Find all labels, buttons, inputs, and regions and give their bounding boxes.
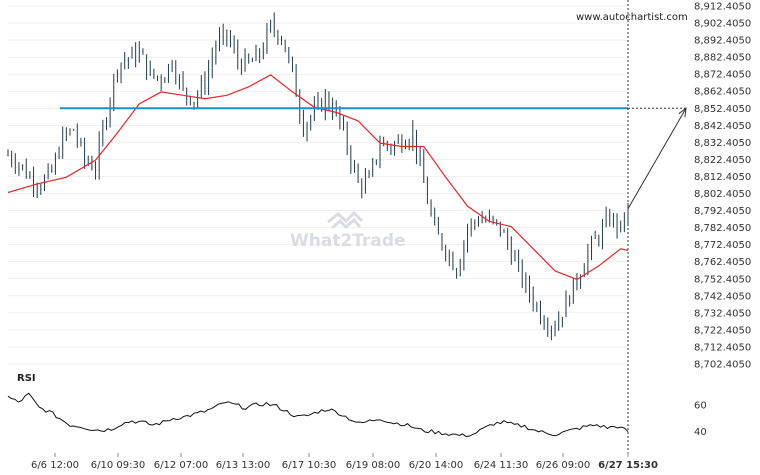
y-tick-label: 8,722.4050 [694, 325, 751, 336]
x-tick-label: 6/6 12:00 [31, 460, 79, 471]
x-tick-label: 6/10 09:30 [91, 460, 145, 471]
y-tick-label: 8,762.4050 [694, 257, 751, 268]
y-tick-label: 8,802.4050 [694, 189, 751, 200]
y-tick-label: 8,832.4050 [694, 138, 751, 149]
rsi-label: RSI [17, 373, 36, 384]
projection-arrow [627, 107, 687, 209]
y-tick-label: 8,792.4050 [694, 206, 751, 217]
x-tick-label: 6/12 07:00 [154, 460, 208, 471]
y-tick-label: 8,852.4050 [694, 104, 751, 115]
x-tick-label: 6/17 10:30 [282, 460, 336, 471]
y-tick-label: 8,742.4050 [694, 291, 751, 302]
arrow-head-icon [678, 107, 687, 118]
rsi-line [7, 392, 629, 438]
candlestick-series [6, 12, 630, 341]
y-tick-label: 8,882.4050 [694, 53, 751, 64]
x-tick-label: 6/26 09:00 [536, 460, 590, 471]
watermark-text: What2Trade [290, 231, 406, 251]
rsi-tick-label: 60 [694, 401, 707, 412]
y-tick-label: 8,842.4050 [694, 121, 751, 132]
projection-line [627, 108, 687, 209]
y-tick-label: 8,782.4050 [694, 223, 751, 234]
x-axis: 6/6 12:00 6/10 09:30 6/12 07:00 6/13 13:00 6… [31, 453, 658, 471]
y-tick-label: 8,812.4050 [694, 172, 751, 183]
source-label: www.autochartist.com [576, 12, 688, 23]
rsi-axis: 60 40 [694, 401, 707, 439]
y-tick-label: 8,872.4050 [694, 70, 751, 81]
y-tick-label: 8,912.4050 [694, 2, 751, 13]
y-tick-label: 8,702.4050 [694, 360, 751, 371]
y-tick-label: 8,732.4050 [694, 308, 751, 319]
x-tick-label: 6/20 14:00 [409, 460, 463, 471]
x-tick-label: 6/27 15:30 [598, 460, 658, 471]
y-tick-label: 8,862.4050 [694, 87, 751, 98]
y-axis: 8,912.4050 8,902.4050 8,892.4050 8,882.4050… [694, 2, 751, 371]
grid [8, 5, 628, 365]
y-tick-label: 8,712.4050 [694, 342, 751, 353]
y-tick-label: 8,822.4050 [694, 155, 751, 166]
x-tick-label: 6/24 11:30 [474, 460, 528, 471]
y-tick-label: 8,902.4050 [694, 19, 751, 30]
x-tick-label: 6/19 08:00 [346, 460, 400, 471]
watermark-logo-icon [327, 210, 364, 230]
y-tick-label: 8,752.4050 [694, 274, 751, 285]
moving-average-line [7, 74, 629, 281]
rsi-tick-label: 40 [694, 427, 707, 438]
y-tick-label: 8,772.4050 [694, 240, 751, 251]
x-tick-label: 6/13 13:00 [216, 460, 270, 471]
y-tick-label: 8,892.4050 [694, 36, 751, 47]
